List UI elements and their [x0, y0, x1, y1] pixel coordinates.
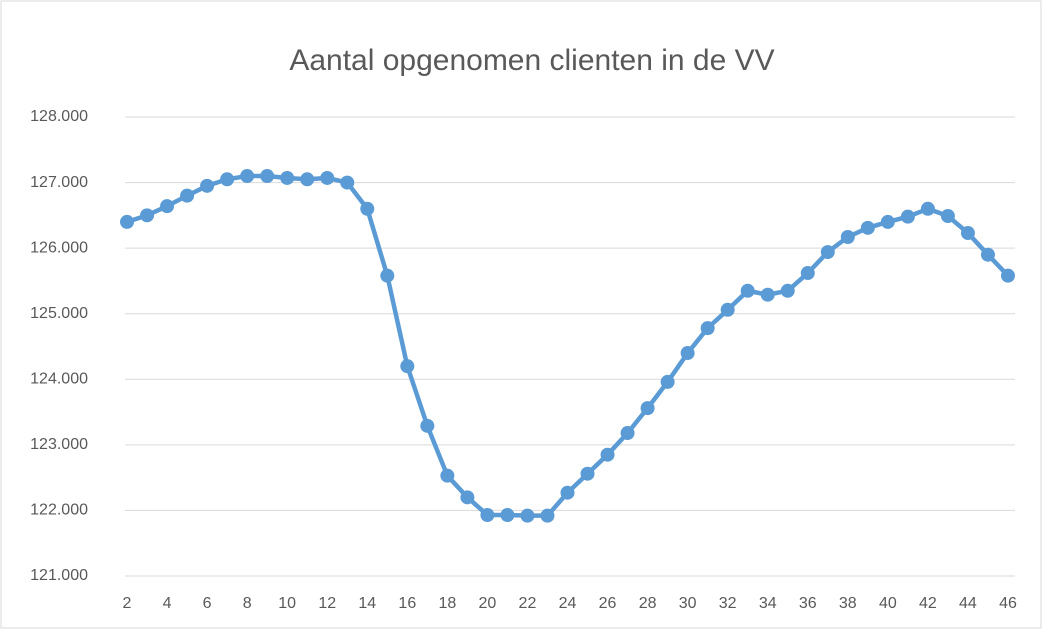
x-tick-label: 12: [318, 595, 336, 612]
data-point: [800, 266, 815, 281]
data-point: [820, 245, 835, 260]
data-point: [920, 201, 935, 216]
data-point: [1000, 268, 1015, 283]
data-point: [640, 401, 655, 416]
data-point: [580, 466, 595, 481]
x-tick-label: 8: [243, 595, 252, 612]
data-point: [660, 374, 675, 389]
y-tick-label: 124.000: [30, 371, 88, 388]
y-tick-label: 125.000: [30, 305, 88, 322]
data-point: [880, 214, 895, 229]
y-tick-label: 122.000: [30, 502, 88, 519]
x-tick-label: 32: [719, 595, 737, 612]
x-tick-label: 40: [879, 595, 897, 612]
data-point: [860, 220, 875, 235]
data-point: [340, 175, 355, 190]
data-point: [120, 214, 135, 229]
data-point: [520, 508, 535, 523]
data-point: [140, 208, 155, 223]
x-tick-label: 38: [839, 595, 857, 612]
data-point: [940, 209, 955, 224]
data-point: [180, 188, 195, 203]
data-point: [620, 426, 635, 441]
x-tick-label: 22: [519, 595, 537, 612]
data-point: [200, 178, 215, 193]
data-point: [780, 283, 795, 298]
data-point: [160, 199, 175, 214]
data-point: [240, 169, 255, 184]
x-tick-label: 6: [203, 595, 212, 612]
chart-title: Aantal opgenomen clienten in de VV: [289, 44, 774, 77]
data-point: [900, 209, 915, 224]
y-tick-label: 126.000: [30, 239, 88, 256]
data-point: [560, 485, 575, 500]
data-point: [840, 229, 855, 244]
x-tick-label: 24: [559, 595, 577, 612]
data-point: [740, 283, 755, 298]
x-tick-label: 46: [999, 595, 1017, 612]
x-tick-label: 30: [679, 595, 697, 612]
data-point: [680, 346, 695, 361]
data-point: [360, 201, 375, 216]
x-tick-label: 14: [358, 595, 376, 612]
data-point: [980, 247, 995, 262]
y-tick-label: 127.000: [30, 174, 88, 191]
data-point: [380, 268, 395, 283]
data-point: [460, 490, 475, 505]
x-tick-label: 16: [398, 595, 416, 612]
data-point: [960, 226, 975, 241]
data-point: [480, 508, 495, 523]
x-tick-label: 44: [959, 595, 977, 612]
data-point: [220, 172, 235, 187]
x-tick-label: 28: [639, 595, 657, 612]
x-tick-label: 42: [919, 595, 937, 612]
data-point: [300, 172, 315, 187]
data-point: [720, 302, 735, 317]
data-point: [320, 170, 335, 185]
data-point: [600, 447, 615, 462]
x-tick-label: 4: [163, 595, 172, 612]
data-point: [500, 508, 515, 523]
x-tick-label: 10: [278, 595, 296, 612]
data-point: [260, 169, 275, 184]
data-point: [280, 170, 295, 185]
data-point: [400, 359, 415, 374]
x-tick-label: 26: [599, 595, 617, 612]
x-tick-label: 36: [799, 595, 817, 612]
x-tick-label: 20: [479, 595, 497, 612]
x-tick-label: 18: [438, 595, 456, 612]
data-point: [440, 468, 455, 483]
x-tick-label: 2: [123, 595, 132, 612]
data-point: [540, 508, 555, 523]
x-tick-label: 34: [759, 595, 777, 612]
data-point: [420, 418, 435, 433]
y-tick-label: 123.000: [30, 436, 88, 453]
y-tick-label: 128.000: [30, 108, 88, 125]
data-point: [760, 287, 775, 302]
data-point: [700, 321, 715, 336]
y-tick-label: 121.000: [30, 567, 88, 584]
